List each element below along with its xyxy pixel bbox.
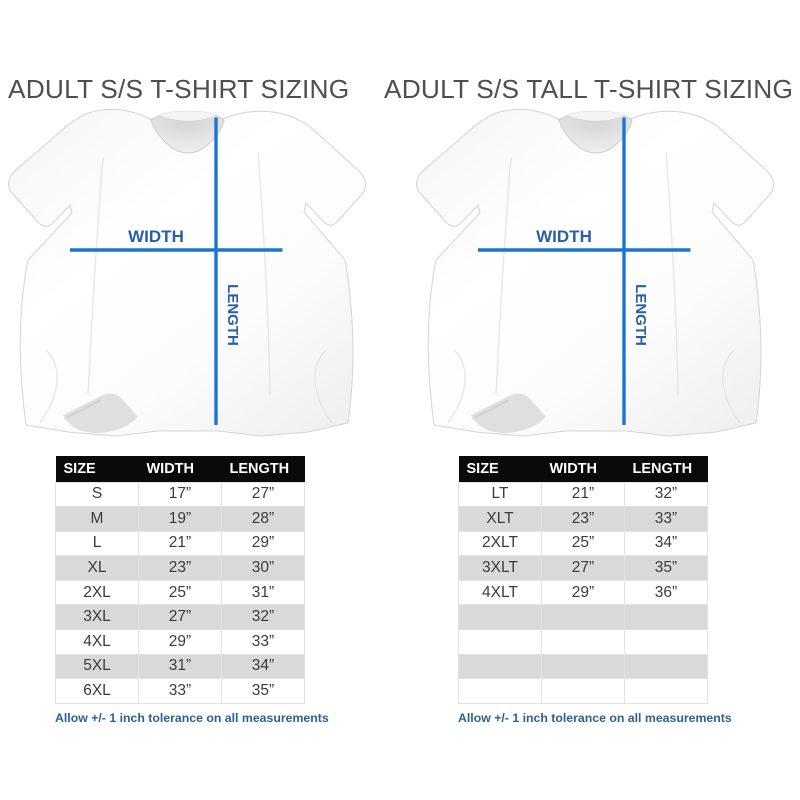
svg-text:WIDTH: WIDTH xyxy=(128,227,184,246)
svg-text:WIDTH: WIDTH xyxy=(536,227,592,246)
svg-text:LENGTH: LENGTH xyxy=(224,284,241,346)
svg-text:LENGTH: LENGTH xyxy=(632,284,649,346)
